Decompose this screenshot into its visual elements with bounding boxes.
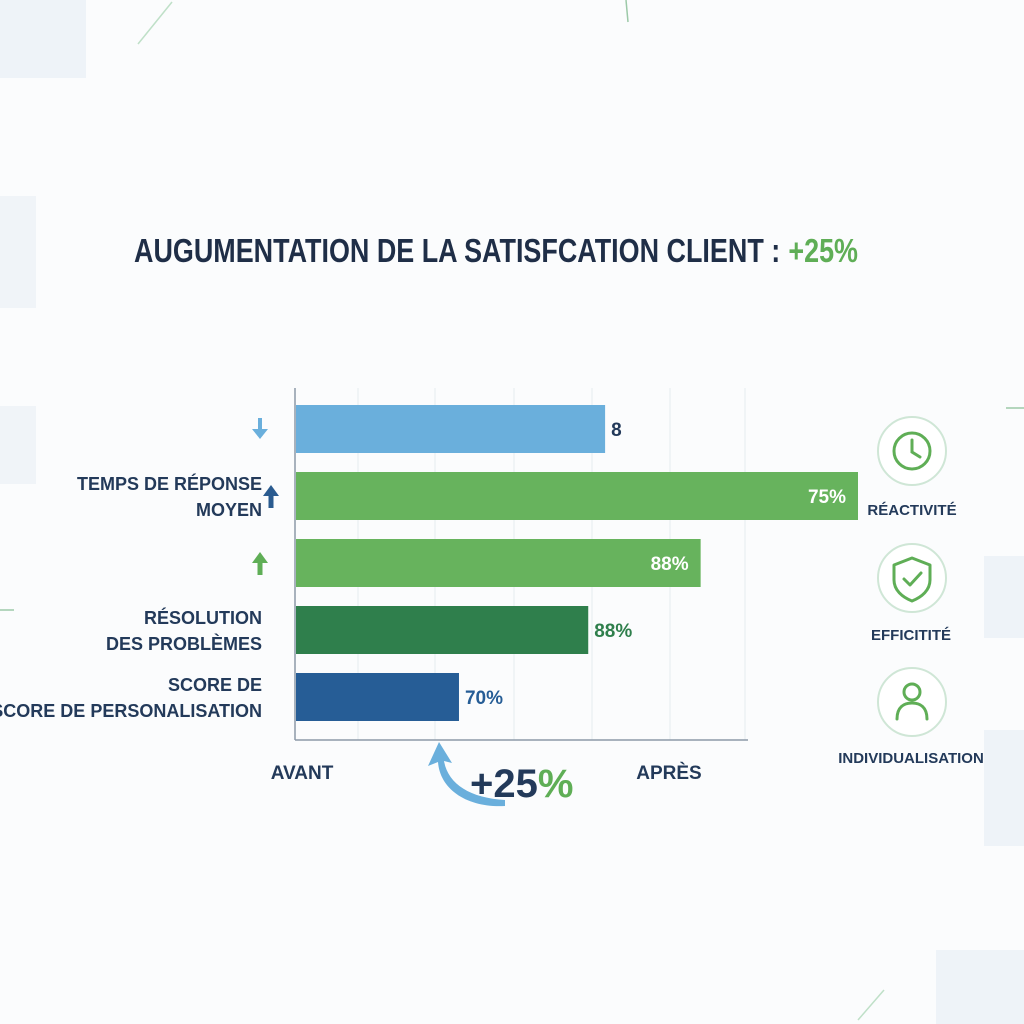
bar-value-label: 88% bbox=[594, 621, 632, 642]
growth-value: +25% bbox=[470, 762, 573, 806]
side-icon-reactivite: RÉACTIVITÉ bbox=[867, 416, 957, 519]
bar-value-label: 70% bbox=[465, 688, 503, 709]
side-icon-efficitite: EFFICITITÉ bbox=[871, 543, 951, 644]
category-label: RÉSOLUTION bbox=[144, 607, 262, 628]
x-label-right: APRÈS bbox=[636, 762, 701, 784]
category-label: TEMPS DE RÉPONSE bbox=[77, 473, 262, 494]
curved-arrow-icon bbox=[428, 742, 505, 807]
bar-value-label: 88% bbox=[651, 554, 689, 575]
category-label: SCORE DE bbox=[168, 675, 262, 695]
trend-arrows-layer bbox=[252, 418, 279, 575]
title-text: AUGUMENTATION DE LA SATISFCATION CLIENT … bbox=[134, 232, 780, 269]
bar bbox=[296, 606, 589, 654]
chart-title: AUGUMENTATION DE LA SATISFCATION CLIENT … bbox=[134, 232, 858, 269]
side-icon-individualisation: INDIVIDUALISATION bbox=[838, 667, 984, 767]
category-label: SCORE DE PERSONALISATION bbox=[0, 701, 262, 721]
side-label-efficitite: EFFICITITÉ bbox=[871, 627, 951, 644]
bar bbox=[296, 539, 701, 587]
category-label: MOYEN bbox=[196, 500, 262, 520]
side-label-individualisation: INDIVIDUALISATION bbox=[838, 750, 984, 767]
growth-value-percent: % bbox=[538, 762, 574, 806]
arrow-down-icon bbox=[252, 418, 268, 439]
shield-check-icon bbox=[892, 556, 932, 603]
category-label: DES PROBLÈMES bbox=[106, 633, 262, 654]
bar bbox=[296, 472, 858, 520]
bars-layer bbox=[296, 405, 858, 721]
user-icon bbox=[895, 682, 929, 721]
bar bbox=[296, 673, 459, 721]
arrow-up-icon bbox=[263, 485, 279, 508]
side-label-reactivite: RÉACTIVITÉ bbox=[867, 502, 956, 519]
title-highlight: +25% bbox=[788, 232, 858, 269]
bar bbox=[296, 405, 606, 453]
arrow-up-icon bbox=[252, 552, 268, 575]
clock-icon bbox=[892, 431, 932, 471]
bar-labels-layer: 8 75% 88% 88% 70% bbox=[465, 420, 846, 709]
growth-value-number: +25 bbox=[470, 762, 538, 806]
bar-value-label: 8 bbox=[611, 420, 622, 441]
bar-value-label: 75% bbox=[808, 487, 846, 508]
x-label-left: AVANT bbox=[271, 763, 334, 784]
category-labels-layer: TEMPS DE RÉPONSE MOYEN RÉSOLUTION DES PROBL… bbox=[0, 473, 262, 721]
growth-annotation: +25% bbox=[428, 742, 573, 807]
